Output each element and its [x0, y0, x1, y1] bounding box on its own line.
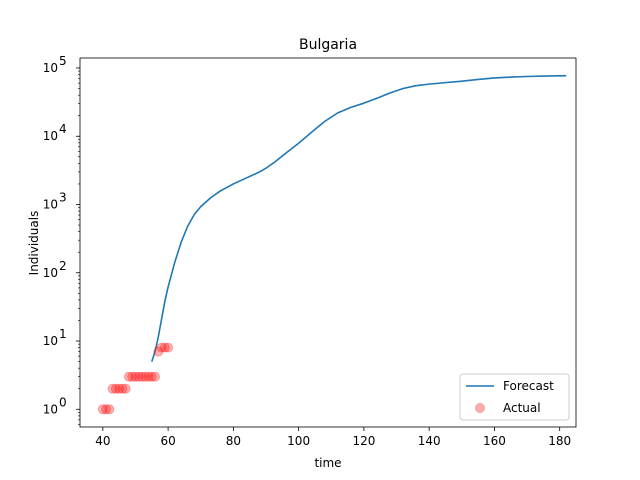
x-tick-label: 100	[287, 434, 310, 448]
actual-point	[137, 371, 147, 382]
actual-point	[130, 371, 141, 382]
actual-point	[156, 342, 167, 353]
actual-point	[110, 383, 121, 394]
legend-actual-label: Actual	[503, 401, 541, 415]
axes-frame	[79, 57, 577, 428]
legend-actual-swatch	[475, 403, 485, 413]
y-tick-exponent: 5	[59, 54, 67, 68]
actual-point	[153, 346, 164, 357]
y-tick-exponent: 0	[59, 395, 67, 409]
y-tick-label: 10	[43, 197, 58, 211]
actual-point	[150, 371, 161, 382]
actual-point	[123, 371, 134, 382]
y-tick-label: 10	[43, 266, 58, 280]
x-tick-label: 60	[160, 434, 175, 448]
actual-point	[107, 383, 118, 394]
actual-point	[133, 371, 144, 382]
actual-point	[146, 371, 157, 382]
x-tick-label: 160	[483, 434, 506, 448]
x-tick-label: 180	[548, 434, 571, 448]
legend: Forecast Actual	[459, 373, 570, 421]
actual-point	[114, 383, 125, 394]
x-tick-label: 140	[418, 434, 441, 448]
actual-point	[117, 383, 128, 394]
actual-point	[143, 371, 154, 382]
actual-point	[127, 371, 138, 382]
plot-area	[97, 74, 567, 415]
actual-point	[159, 342, 170, 353]
x-axis-label: time	[314, 456, 341, 470]
actual-point	[163, 342, 174, 353]
y-tick-exponent: 1	[59, 327, 67, 341]
chart-title: Bulgaria	[299, 37, 357, 53]
x-tick-label: 120	[352, 434, 375, 448]
y-tick-label: 10	[43, 129, 58, 143]
y-tick-exponent: 2	[59, 259, 67, 273]
actual-point	[97, 404, 108, 415]
y-axis-label: Individuals	[27, 211, 41, 276]
y-tick-exponent: 4	[59, 122, 67, 136]
y-tick-label: 10	[43, 61, 58, 75]
y-tick-label: 10	[43, 402, 58, 416]
actual-point	[101, 404, 112, 415]
x-tick-label: 80	[226, 434, 241, 448]
actual-point	[104, 404, 115, 415]
x-axis: 40 60 80 100 120 140 160 180	[95, 427, 571, 448]
actual-point	[120, 383, 131, 394]
y-tick-exponent: 3	[59, 190, 67, 204]
legend-forecast-label: Forecast	[503, 379, 554, 393]
actual-point	[140, 371, 151, 382]
forecast-line	[151, 74, 567, 362]
x-tick-label: 40	[95, 434, 110, 448]
y-tick-label: 10	[43, 334, 58, 348]
